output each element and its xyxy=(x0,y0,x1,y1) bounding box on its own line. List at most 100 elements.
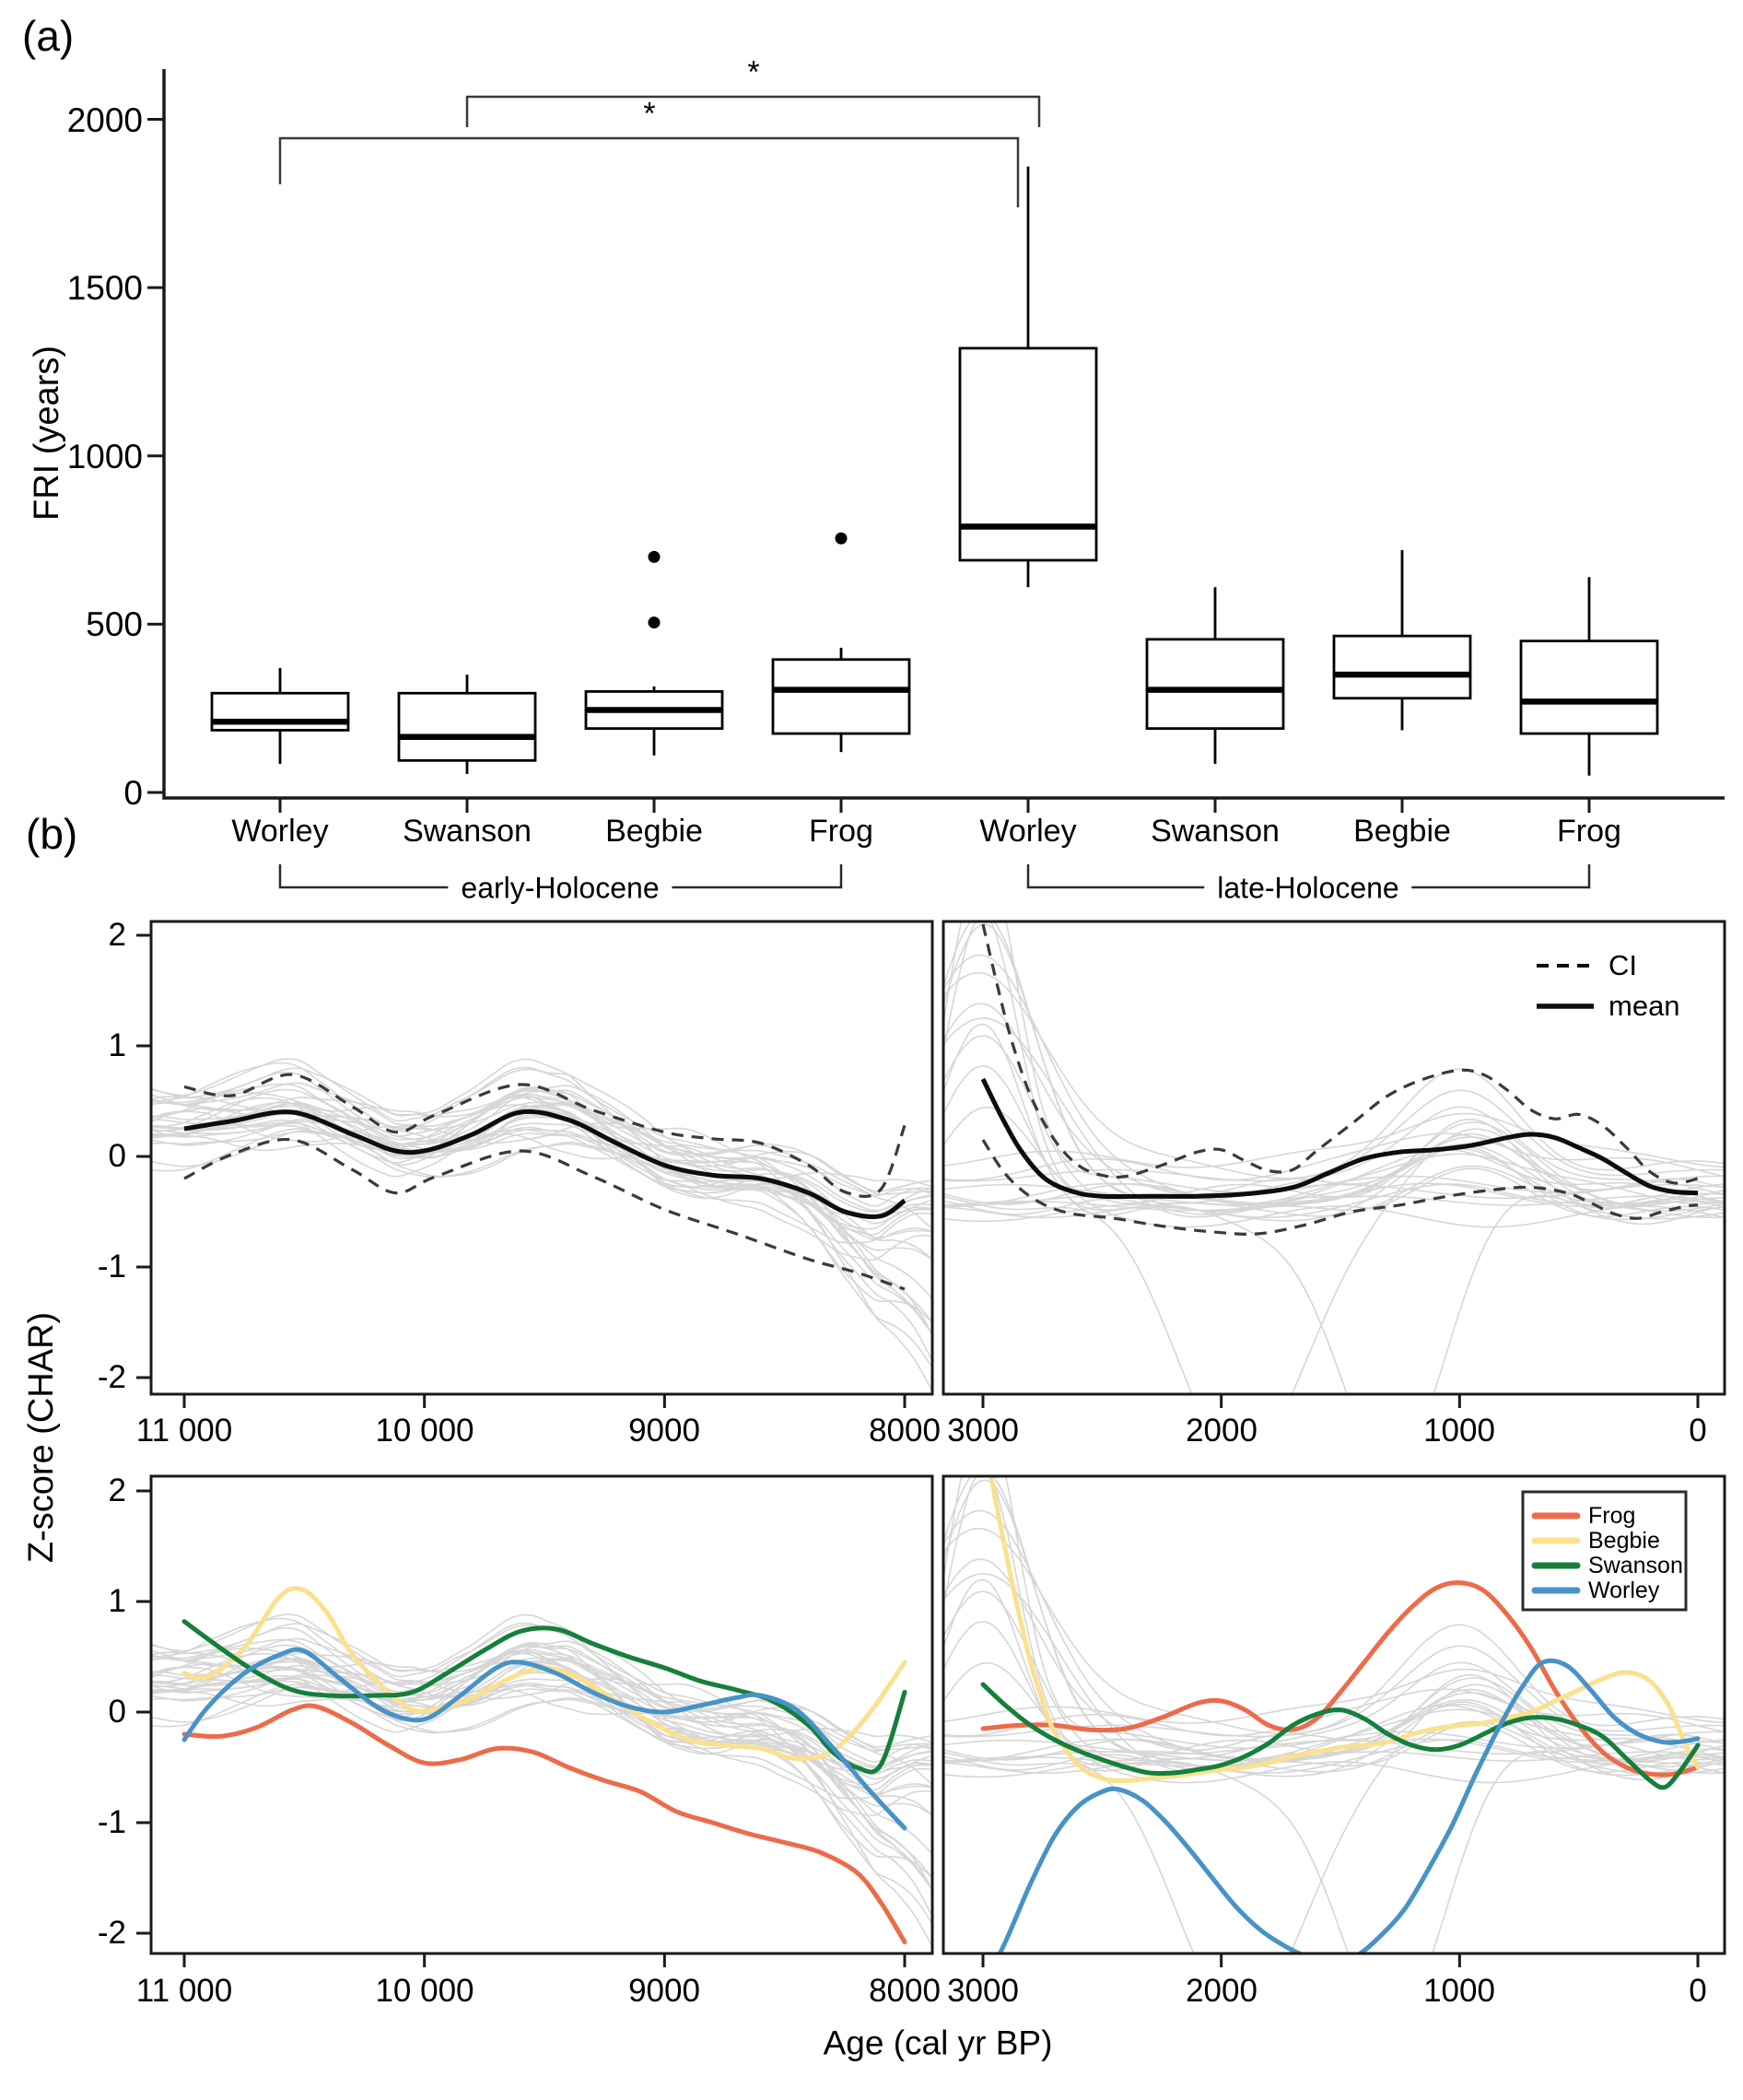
panel-b-x-tick: 9000 xyxy=(628,1413,700,1449)
panel-b-x-tick: 3000 xyxy=(947,1973,1019,2009)
ensemble-line xyxy=(943,1558,1725,1752)
legend-worley-label: Worley xyxy=(1588,1578,1660,1603)
panel-b-letter: (b) xyxy=(26,810,78,858)
panel-b-x-tick: 11 000 xyxy=(135,1973,233,2009)
panel-b-x-tick: 11 000 xyxy=(135,1413,233,1449)
ensemble-line xyxy=(943,1688,1725,1737)
ensemble-line xyxy=(943,1003,1725,1196)
ensemble-line xyxy=(151,1685,932,1773)
legend-begbie-label: Begbie xyxy=(1588,1528,1660,1554)
ensemble-line xyxy=(151,1657,932,1748)
mean-line-tl xyxy=(183,1109,907,1219)
ensemble-line xyxy=(151,1673,932,1767)
panel-a-y-tick: 1500 xyxy=(66,269,143,307)
ensemble-line xyxy=(151,1658,932,1775)
box-frog-early xyxy=(771,658,911,735)
ensemble-line xyxy=(151,1118,932,1212)
ensemble-line xyxy=(151,1105,932,1336)
legend-mean-label: mean xyxy=(1608,990,1680,1022)
panel-b-y-tick: 0 xyxy=(108,1694,126,1730)
ensemble-line xyxy=(943,1065,1725,1394)
series-line-swanson-bl xyxy=(181,1619,907,1775)
series-line-worley-br xyxy=(997,1658,1701,1953)
panel-b-y-tick: -1 xyxy=(97,1249,126,1285)
panel-b-y-tick: 2 xyxy=(108,1472,126,1508)
panel-b-y-tick: 1 xyxy=(108,1027,126,1063)
outlier-frog-early xyxy=(835,532,848,545)
ensemble-line xyxy=(151,1058,932,1261)
ensemble-line xyxy=(151,1101,932,1192)
series-line-begbie-bl xyxy=(181,1586,907,1761)
box-begbie-late xyxy=(1332,634,1472,700)
panel-b-y-tick: -1 xyxy=(97,1804,126,1840)
ci-line-tr xyxy=(981,1139,1699,1236)
ensemble-line xyxy=(943,1183,1725,1200)
panel-b-x-axis-title: Age (cal yr BP) xyxy=(823,2024,1053,2062)
panel-b-x-tick: 1000 xyxy=(1423,1413,1495,1449)
series-line-frog-br xyxy=(980,1580,1701,1777)
ensemble-line xyxy=(943,1035,1725,1206)
outlier-begbie-early xyxy=(648,616,661,629)
panel-a-y-tick: 500 xyxy=(86,605,143,643)
legend-swanson-label: Swanson xyxy=(1588,1553,1683,1578)
ensemble-line xyxy=(151,1686,932,1795)
outlier-begbie-early xyxy=(648,550,661,563)
panel-b-y-tick: -2 xyxy=(97,1915,126,1951)
subplot-bl xyxy=(151,1586,932,1949)
panel-a-y-tick: 2000 xyxy=(66,101,143,139)
panel-b-x-tick: 9000 xyxy=(628,1973,700,2009)
ensemble-line xyxy=(151,1130,932,1217)
panel-b-x-tick: 8000 xyxy=(869,1973,941,2009)
legend-ci-label: CI xyxy=(1608,949,1637,981)
panel-b-y-axis-title: Z-score (CHAR) xyxy=(22,1311,62,1564)
significance-bracket-1 xyxy=(465,95,1041,127)
ensemble-line xyxy=(943,1195,1725,1206)
ensemble-line xyxy=(943,1132,1725,1181)
subplot-tr xyxy=(943,921,1725,1394)
panel-b-y-tick: 0 xyxy=(108,1138,126,1174)
subplot-border-bl xyxy=(149,1474,934,1955)
panel-b-y-tick: -2 xyxy=(97,1359,126,1395)
site-label-frog-early: Frog xyxy=(809,814,873,849)
panel-a-y-axis-title: FRI (years) xyxy=(28,346,67,521)
ensemble-line xyxy=(151,1133,932,1213)
series-line-worley-bl xyxy=(181,1647,907,1831)
panel-a-letter: (a) xyxy=(22,12,75,60)
panel-a-y-tick: 0 xyxy=(123,774,143,812)
panel-b-x-tick: 1000 xyxy=(1423,1973,1495,2009)
site-label-swanson-late: Swanson xyxy=(1151,814,1280,849)
subplot-border-tr xyxy=(942,920,1726,1396)
box-frog-late xyxy=(1519,639,1659,735)
ensemble-line xyxy=(943,1739,1725,1755)
ensemble-line xyxy=(151,1672,932,1800)
group-label-early-holocene: early-Holocene xyxy=(448,872,673,905)
subplot-border-br xyxy=(942,1474,1726,1955)
panel-b-x-tick: 10 000 xyxy=(375,1413,474,1449)
mean-line-tr xyxy=(980,1077,1699,1200)
ensemble-line xyxy=(151,1124,932,1300)
site-label-begbie-early: Begbie xyxy=(605,814,703,849)
ensemble-line xyxy=(943,954,1725,1205)
panel-b-x-tick: 0 xyxy=(1689,1973,1707,2009)
ensemble-line xyxy=(151,1116,932,1244)
subplot-tl xyxy=(151,1058,932,1393)
ensemble-line xyxy=(151,1102,932,1219)
panel-a-y-tick: 1000 xyxy=(66,438,143,475)
ensemble-line xyxy=(943,1527,1725,1735)
panel-a-axes xyxy=(162,69,1725,800)
ensemble-line xyxy=(151,1666,932,1743)
series-line-swanson-br xyxy=(980,1682,1701,1790)
ensemble-line xyxy=(943,921,1725,1213)
site-label-worley-early: Worley xyxy=(231,814,329,849)
site-label-worley-late: Worley xyxy=(979,814,1077,849)
panel-b-x-tick: 3000 xyxy=(947,1413,1019,1449)
panel-b-y-tick: 1 xyxy=(108,1583,126,1619)
ensemble-line xyxy=(943,1701,1725,1778)
ensemble-line xyxy=(151,1095,932,1261)
site-label-frog-late: Frog xyxy=(1557,814,1621,849)
significance-star: * xyxy=(747,54,760,90)
ensemble-line xyxy=(151,1083,932,1369)
ensemble-line xyxy=(151,1641,932,1949)
box-swanson-early xyxy=(397,691,537,762)
site-label-swanson-early: Swanson xyxy=(403,814,532,849)
